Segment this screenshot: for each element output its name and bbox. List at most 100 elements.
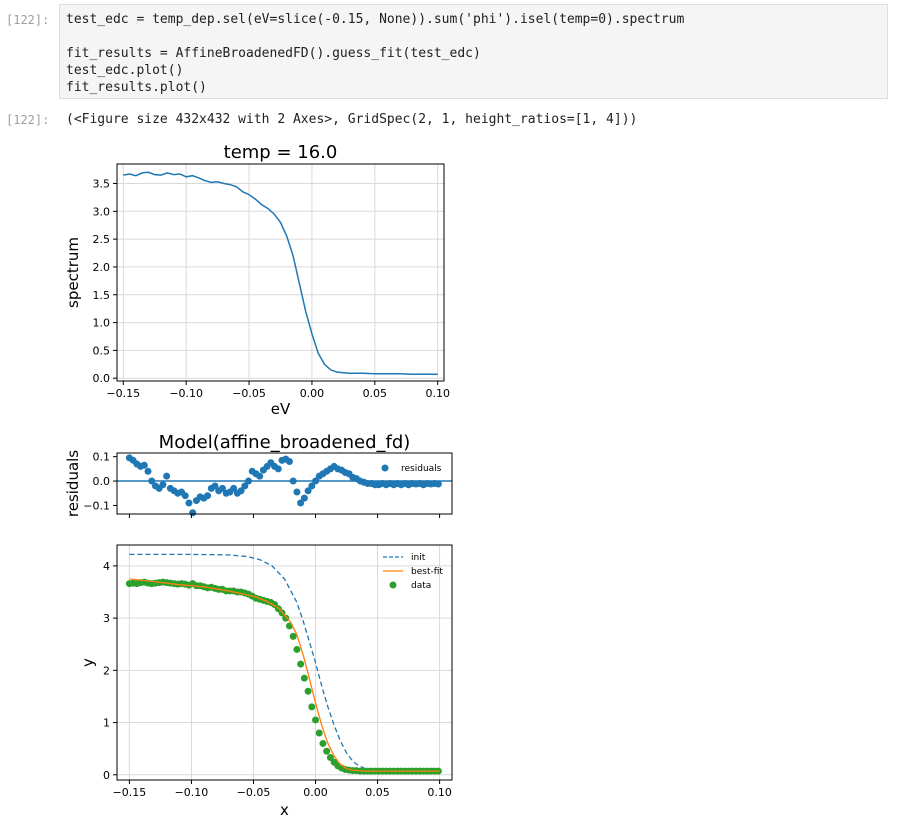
residual-point <box>312 477 320 485</box>
residual-point <box>330 462 338 470</box>
data-point <box>178 580 186 588</box>
residual-point <box>163 472 171 480</box>
data-point <box>375 767 383 775</box>
residual-point <box>211 482 219 490</box>
data-point <box>163 579 171 587</box>
residual-point <box>226 488 234 496</box>
y-tick-label: 2.0 <box>93 261 111 274</box>
data-point <box>285 622 293 630</box>
residual-point <box>293 488 301 496</box>
y-tick-label: 3.5 <box>93 177 111 190</box>
residual-point <box>412 480 420 488</box>
data-point <box>267 598 275 606</box>
axes-frame <box>116 452 453 515</box>
data-point <box>233 588 241 596</box>
residual-point <box>278 456 286 464</box>
x-tick-label: 0.10 <box>427 786 452 799</box>
data-point <box>222 587 230 595</box>
data-point <box>282 614 290 622</box>
residual-point <box>256 472 264 480</box>
y-tick-label: 0.5 <box>93 344 111 357</box>
data-point <box>215 585 223 593</box>
y-axis-label-fit: y <box>79 658 97 667</box>
y-axis-label: spectrum <box>64 237 82 308</box>
data-point <box>345 766 353 774</box>
data-point <box>379 767 387 775</box>
residual-point <box>379 480 387 487</box>
y-tick-label: 4 <box>103 560 110 573</box>
chart-2 <box>117 545 452 780</box>
x-tick-label: 0.10 <box>425 387 450 400</box>
axes-frame <box>116 163 445 382</box>
data-point <box>367 767 375 775</box>
y-tick-label: 2.5 <box>93 233 111 246</box>
code-line-3: test_edc.plot() <box>66 63 184 78</box>
y-tick-label: 0.1 <box>93 451 111 464</box>
residual-point <box>341 469 349 477</box>
residual-point <box>178 488 186 496</box>
residual-point <box>181 492 189 500</box>
data-point <box>245 590 253 598</box>
axes-frame <box>116 544 453 781</box>
data-point <box>382 767 390 775</box>
residual-point <box>263 462 271 470</box>
y-axis-label-residuals: residuals <box>64 450 82 517</box>
input-prompt: [122]: <box>6 13 50 27</box>
data-point <box>390 767 398 775</box>
data-point <box>364 767 372 775</box>
residual-point <box>326 465 334 473</box>
data-point <box>204 584 212 592</box>
residual-point <box>159 481 167 489</box>
residual-point <box>133 460 141 468</box>
residual-point <box>137 462 145 470</box>
y-tick-label: 1 <box>103 717 110 730</box>
data-point <box>144 579 152 587</box>
init-line <box>129 553 440 772</box>
x-tick-label: −0.10 <box>169 387 203 400</box>
data-point <box>241 589 249 597</box>
residual-point <box>230 484 238 492</box>
y-tick-label: 1.5 <box>93 289 111 302</box>
data-point <box>218 585 226 593</box>
residual-point <box>371 481 379 489</box>
data-point <box>181 580 189 588</box>
data-point <box>371 767 379 775</box>
residual-point <box>423 480 431 487</box>
residual-point <box>215 487 223 495</box>
data-point <box>349 767 357 775</box>
x-tick-label: 0.00 <box>303 786 328 799</box>
residual-point <box>200 494 208 502</box>
data-point <box>226 587 234 595</box>
residual-point <box>148 477 156 485</box>
spectrum-line <box>123 171 438 376</box>
residual-point <box>140 461 148 469</box>
data-point <box>360 767 368 775</box>
residual-point <box>323 467 331 475</box>
x-tick-label: −0.10 <box>175 786 209 799</box>
residual-point <box>356 477 364 485</box>
data-point <box>334 762 342 770</box>
residual-point <box>185 499 193 507</box>
y-tick-label: 3.0 <box>93 205 111 218</box>
residual-point <box>427 480 435 488</box>
chart-1 <box>117 454 452 517</box>
legend-label-data: data <box>411 581 431 591</box>
residual-point <box>386 480 394 487</box>
legend-label-residuals: residuals <box>401 464 442 474</box>
x-tick-label: 0.00 <box>300 387 325 400</box>
data-point <box>252 594 260 602</box>
x-tick-label: 0.05 <box>363 387 388 400</box>
x-axis-label-fit: x <box>280 801 289 819</box>
x-tick-label: −0.15 <box>106 387 140 400</box>
data-point <box>125 580 133 588</box>
data-point <box>200 583 208 591</box>
residual-point <box>285 458 293 466</box>
legend-label-init: init <box>411 553 426 563</box>
code-cell-editor[interactable]: test_edc = temp_dep.sel(eV=slice(-0.15, … <box>59 4 888 99</box>
residual-point <box>397 481 405 489</box>
chart-0 <box>117 164 444 381</box>
data-point <box>166 579 174 587</box>
residual-point <box>237 487 245 495</box>
data-point <box>155 579 163 587</box>
legend-marker-data <box>389 581 397 589</box>
